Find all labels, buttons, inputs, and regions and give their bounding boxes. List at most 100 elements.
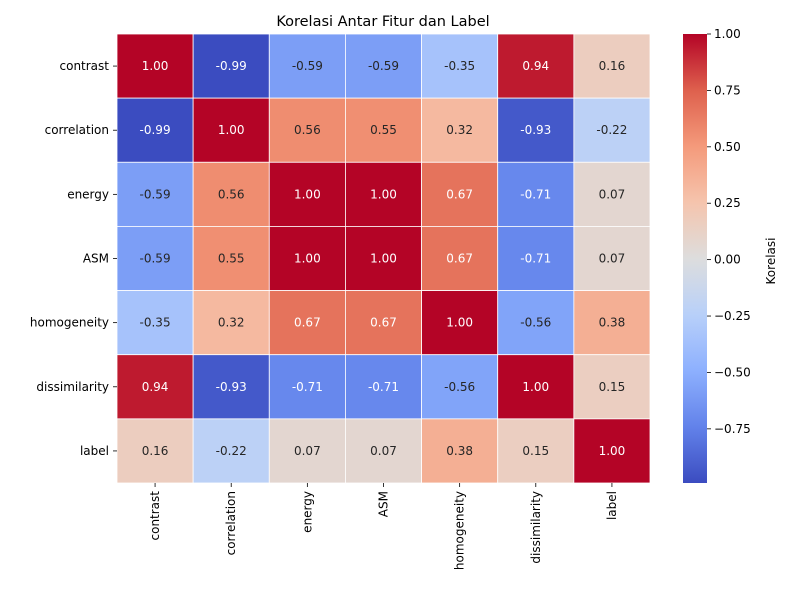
heatmap-cell-energy-contrast [116, 161, 194, 227]
heatmap-cell-dissimilarity-contrast [116, 354, 194, 420]
heatmap-cell-homogeneity-label [573, 290, 651, 356]
colorbar-label: Korelasi [764, 238, 778, 285]
column-tick-label: correlation [224, 491, 238, 555]
cell-annotation: -0.71 [368, 380, 399, 394]
colorbar-tick-label: −0.25 [714, 309, 751, 323]
cell-annotation: 0.67 [370, 316, 397, 330]
heatmap-cell-energy-energy [268, 161, 346, 227]
cell-annotation: 0.07 [370, 444, 397, 458]
cell-annotation: -0.22 [216, 444, 247, 458]
cell-annotation: 0.38 [446, 444, 473, 458]
column-tick-label: contrast [148, 491, 162, 541]
heatmap-cell-label-dissimilarity [497, 418, 575, 484]
chart-title: Korelasi Antar Fitur dan Label [276, 14, 489, 30]
cell-annotation: 0.67 [294, 316, 321, 330]
colorbar-tick-label: −0.75 [714, 422, 751, 436]
row-tick-label: correlation [45, 123, 109, 137]
heatmap-cell-ASM-label [573, 226, 651, 291]
cell-annotation: -0.93 [520, 123, 551, 137]
heatmap-cell-ASM-correlation [192, 226, 270, 291]
cell-annotation: 0.94 [142, 380, 169, 394]
heatmap-cell-energy-homogeneity [421, 161, 499, 227]
cell-annotation: 0.94 [522, 59, 549, 73]
heatmap-cell-dissimilarity-energy [268, 354, 346, 420]
cell-annotation: -0.71 [520, 187, 551, 201]
heatmap-cell-energy-label [573, 161, 651, 227]
colorbar-tick-label: 0.00 [714, 253, 741, 267]
heatmap-cell-contrast-contrast [116, 33, 194, 99]
heatmap-cell-label-label [573, 418, 651, 484]
cell-annotation: 0.56 [218, 187, 245, 201]
cell-annotation: -0.35 [140, 316, 171, 330]
row-tick-label: homogeneity [30, 316, 109, 330]
cell-annotation: -0.59 [368, 59, 399, 73]
colorbar-ticks: 1.00 0.75 0.50 0.25 0.00 −0.25 −0.50 −0.75 [707, 27, 751, 436]
heatmap-cell-dissimilarity-label [573, 354, 651, 420]
heatmap-annotations: 1.00 -0.99 -0.59 -0.59 -0.35 0.94 0.16 -0.99 1.0… [140, 59, 628, 458]
heatmap-cell-contrast-ASM [345, 33, 422, 99]
cell-annotation: 0.07 [599, 252, 626, 266]
column-tick-label: ASM [377, 491, 391, 517]
heatmap-cell-energy-dissimilarity [497, 161, 575, 227]
cell-annotation: -0.35 [444, 59, 475, 73]
heatmap-cell-correlation-dissimilarity [497, 97, 575, 163]
row-tick-label: label [80, 444, 109, 458]
cell-annotation: 0.56 [294, 123, 321, 137]
heatmap-cell-correlation-label [573, 97, 651, 163]
heatmap-cell-ASM-dissimilarity [497, 226, 575, 291]
cell-annotation: 0.67 [446, 187, 473, 201]
cell-annotation: 1.00 [294, 252, 321, 266]
heatmap-cell-contrast-homogeneity [421, 33, 499, 99]
heatmap-cells [116, 33, 651, 484]
cell-annotation: 0.16 [142, 444, 169, 458]
heatmap-cell-label-contrast [116, 418, 194, 484]
heatmap-cell-energy-ASM [345, 161, 422, 227]
cell-annotation: -0.56 [520, 316, 551, 330]
colorbar-tick-label: −0.50 [714, 365, 751, 379]
heatmap-cell-ASM-contrast [116, 226, 194, 291]
row-tick-label: contrast [60, 59, 110, 73]
heatmap-cell-homogeneity-energy [268, 290, 346, 356]
cell-annotation: -0.99 [216, 59, 247, 73]
cell-annotation: 1.00 [370, 187, 397, 201]
column-tick-label: energy [300, 491, 314, 533]
heatmap-cell-label-homogeneity [421, 418, 499, 484]
heatmap-cell-dissimilarity-homogeneity [421, 354, 499, 420]
heatmap-cell-label-energy [268, 418, 346, 484]
cell-annotation: 1.00 [218, 123, 245, 137]
cell-annotation: 0.38 [599, 316, 626, 330]
heatmap-cell-contrast-correlation [192, 33, 270, 99]
heatmap-cell-correlation-energy [268, 97, 346, 163]
row-tick-label: energy [67, 187, 109, 201]
heatmap-cell-correlation-homogeneity [421, 97, 499, 163]
cell-annotation: -0.59 [140, 252, 171, 266]
cell-annotation: 1.00 [599, 444, 626, 458]
heatmap-cell-ASM-ASM [345, 226, 422, 291]
cell-annotation: -0.22 [596, 123, 627, 137]
cell-annotation: 0.32 [218, 316, 245, 330]
cell-annotation: -0.99 [140, 123, 171, 137]
cell-annotation: -0.56 [444, 380, 475, 394]
column-tick-labels: contrast correlation energy ASM homogeneity d… [148, 483, 619, 570]
cell-annotation: 1.00 [522, 380, 549, 394]
cell-annotation: 0.32 [446, 123, 473, 137]
cell-annotation: 1.00 [142, 59, 169, 73]
cell-annotation: 0.15 [599, 380, 626, 394]
cell-annotation: 0.15 [522, 444, 549, 458]
cell-annotation: 0.55 [370, 123, 397, 137]
heatmap-cell-energy-correlation [192, 161, 270, 227]
heatmap-cell-dissimilarity-correlation [192, 354, 270, 420]
heatmap-cell-contrast-energy [268, 33, 346, 99]
cell-annotation: 0.55 [218, 252, 245, 266]
row-tick-labels: contrast correlation energy ASM homogeneity d… [30, 59, 117, 458]
row-tick-label: ASM [83, 252, 109, 266]
colorbar-tick-label: 1.00 [714, 27, 741, 41]
cell-annotation: 0.67 [446, 252, 473, 266]
cell-annotation: -0.71 [520, 252, 551, 266]
cell-annotation: -0.59 [140, 187, 171, 201]
cell-annotation: 0.07 [294, 444, 321, 458]
colorbar [683, 34, 707, 483]
colorbar-tick-label: 0.25 [714, 196, 741, 210]
heatmap-cell-homogeneity-contrast [116, 290, 194, 356]
